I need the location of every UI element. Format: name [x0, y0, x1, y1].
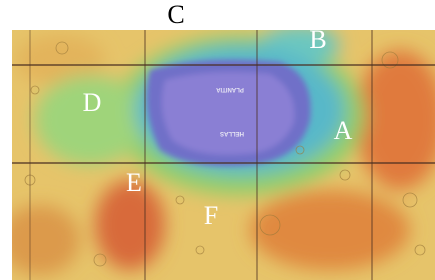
point-label: D	[83, 88, 102, 117]
point-label: F	[204, 201, 218, 230]
point-label: E	[126, 168, 142, 197]
map-text: PLANITIA	[216, 86, 244, 92]
map-figure: HELLAS PLANITIA A B C D E F	[0, 0, 435, 280]
topographic-map: HELLAS PLANITIA	[0, 25, 435, 280]
point-label: C	[167, 0, 184, 29]
page: HELLAS PLANITIA A B C D E F (() => { con…	[0, 0, 435, 280]
map-text: HELLAS	[220, 130, 244, 136]
point-label: B	[309, 25, 326, 54]
point-label: A	[334, 116, 353, 145]
